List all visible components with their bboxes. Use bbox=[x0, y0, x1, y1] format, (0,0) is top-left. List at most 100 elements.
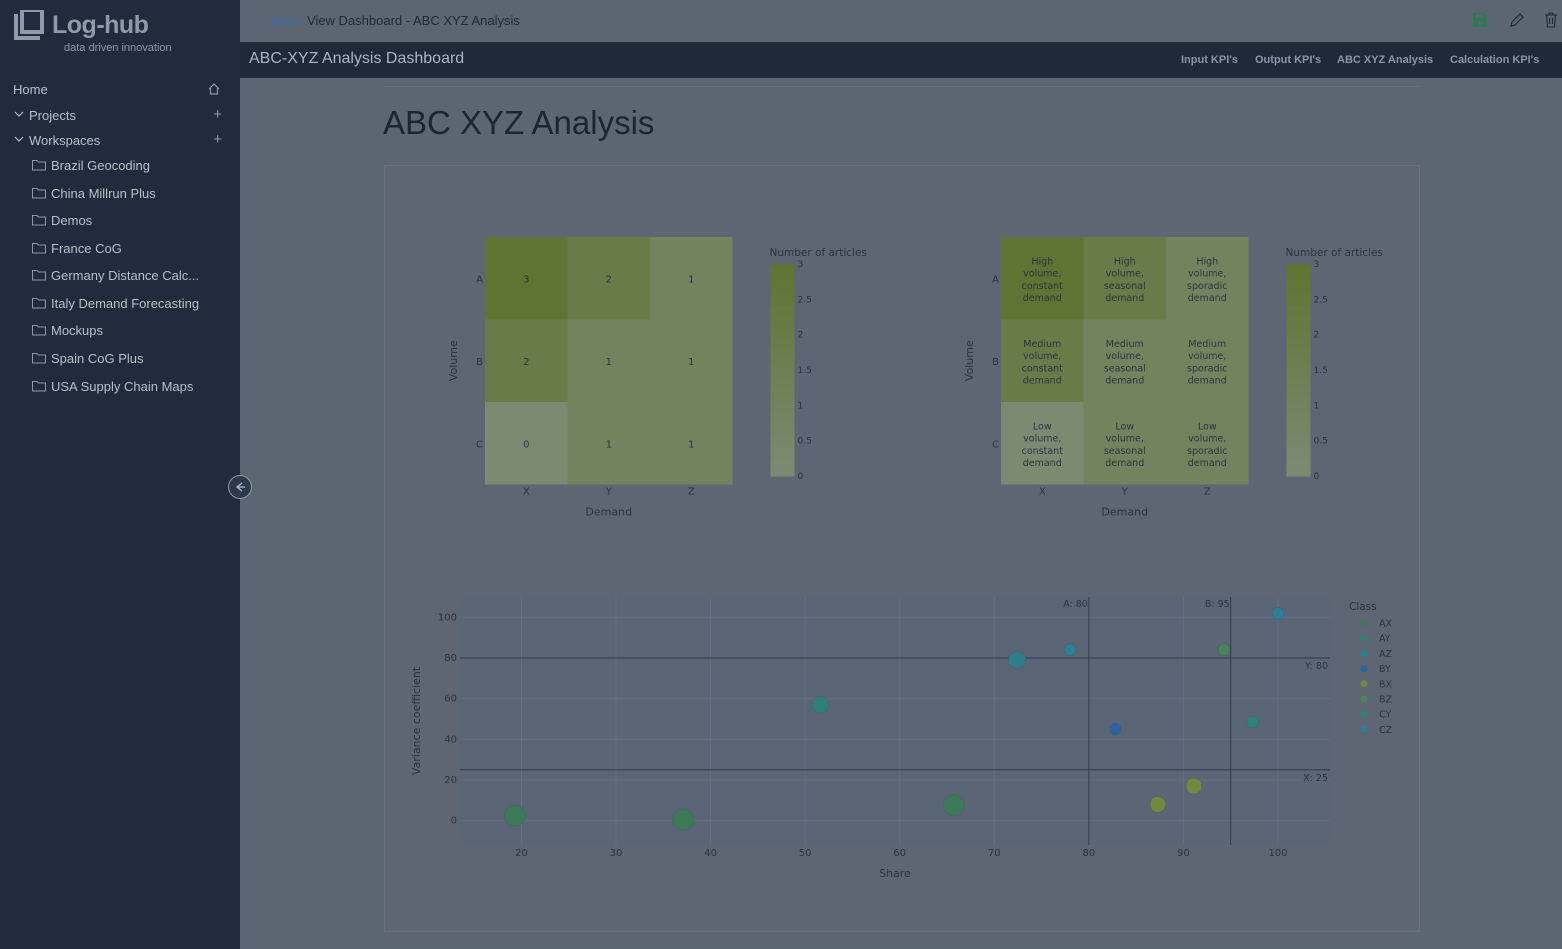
cell-label: volume, bbox=[1188, 351, 1226, 362]
colorbar-band bbox=[770, 338, 795, 345]
workspace-item[interactable]: Brazil Geocoding bbox=[0, 154, 240, 178]
tab-calculation-kpis[interactable]: Calculation KPI's bbox=[1450, 54, 1540, 66]
colorbar-band bbox=[1286, 380, 1311, 387]
colorbar-band bbox=[1286, 407, 1311, 413]
sidebar-item-workspaces[interactable]: Workspaces + bbox=[0, 129, 240, 153]
colorbar-band bbox=[770, 438, 795, 445]
x-axis-label: Demand bbox=[1101, 506, 1148, 519]
scatter-point-bx bbox=[1185, 777, 1203, 795]
colorbar-band bbox=[770, 375, 795, 382]
colorbar-band bbox=[770, 295, 795, 302]
colorbar-band bbox=[770, 269, 795, 276]
x-tick-label: Y bbox=[605, 487, 613, 498]
y-tick-label: B bbox=[476, 357, 483, 368]
colorbar-band bbox=[1286, 322, 1311, 329]
trash-icon[interactable] bbox=[1542, 11, 1560, 29]
back-link[interactable]: ← Back bbox=[254, 13, 300, 28]
arrow-left-icon: ← bbox=[254, 13, 267, 28]
tab-output-kpis[interactable]: Output KPI's bbox=[1255, 54, 1322, 66]
colorbar-band bbox=[770, 322, 795, 329]
workspace-item[interactable]: Spain CoG Plus bbox=[0, 347, 240, 371]
cell-label: demand bbox=[1023, 293, 1062, 304]
colorbar-band bbox=[770, 391, 795, 398]
workspace-item[interactable]: Mockups bbox=[0, 319, 240, 343]
cell-label: seasonal bbox=[1104, 281, 1146, 292]
sidebar-item-label: Projects bbox=[29, 108, 76, 123]
cell-label: Low bbox=[1115, 421, 1134, 432]
scatter-point-ax bbox=[504, 804, 526, 827]
cell-label: demand bbox=[1023, 376, 1062, 387]
colorbar-band bbox=[770, 449, 795, 456]
y-tick-label: C bbox=[992, 439, 999, 450]
colorbar-band bbox=[770, 370, 795, 376]
tab-input-kpis[interactable]: Input KPI's bbox=[1181, 54, 1239, 66]
colorbar-tick: 3 bbox=[798, 260, 804, 270]
cell-label: seasonal bbox=[1104, 446, 1146, 457]
cell-label: demand bbox=[1105, 293, 1144, 304]
page-title: ABC XYZ Analysis bbox=[383, 104, 655, 141]
sidebar-item-projects[interactable]: Projects + bbox=[0, 104, 240, 128]
scatter-point-cz bbox=[1063, 643, 1077, 657]
workspace-item[interactable]: Italy Demand Forecasting bbox=[0, 292, 240, 316]
cell-value: 1 bbox=[606, 439, 612, 450]
colorbar-band bbox=[1286, 332, 1311, 339]
save-icon[interactable] bbox=[1471, 11, 1489, 29]
colorbar-tick: 0.5 bbox=[798, 437, 812, 447]
colorbar-band bbox=[1286, 396, 1311, 403]
workspace-item[interactable]: France CoG bbox=[0, 237, 240, 261]
colorbar-tick: 2 bbox=[798, 331, 804, 341]
add-workspace-icon[interactable]: + bbox=[213, 131, 222, 148]
legend-label: AX bbox=[1379, 619, 1392, 630]
colorbar-band bbox=[1286, 433, 1311, 440]
cell-label: volume, bbox=[1023, 434, 1061, 445]
edit-icon[interactable] bbox=[1508, 11, 1526, 29]
y-axis-label: Volume bbox=[963, 340, 976, 381]
plot-area bbox=[460, 597, 1330, 845]
heatmap-cell bbox=[650, 402, 733, 485]
chart-panel: 3 2 1 A 2 1 1 B 0 1 1 C X Y Z Demand Volume Number of art… bbox=[384, 165, 1420, 932]
colorbar-band bbox=[1286, 354, 1311, 360]
colorbar-band bbox=[1286, 460, 1311, 466]
tab-abc-xyz-analysis[interactable]: ABC XYZ Analysis bbox=[1337, 54, 1434, 66]
colorbar-tick: 1 bbox=[798, 401, 804, 411]
colorbar-band bbox=[770, 407, 795, 413]
cell-label: Medium bbox=[1188, 339, 1226, 350]
cell-label: Low bbox=[1033, 421, 1052, 432]
cell-value: 2 bbox=[606, 274, 612, 285]
colorbar-band bbox=[1286, 274, 1311, 281]
colorbar-band bbox=[1286, 428, 1311, 435]
workspace-item[interactable]: Germany Distance Calc... bbox=[0, 264, 240, 288]
cell-value: 0 bbox=[523, 439, 529, 450]
colorbar-band bbox=[1286, 385, 1311, 392]
colorbar-band bbox=[1286, 306, 1311, 313]
colorbar-title: Number of articles bbox=[1286, 247, 1383, 259]
collapse-sidebar-button[interactable] bbox=[228, 475, 252, 499]
cell-label: volume, bbox=[1106, 269, 1144, 280]
workspace-item[interactable]: Demos bbox=[0, 209, 240, 233]
cell-label: sporadic bbox=[1187, 281, 1227, 292]
colorbar-tick: 1.5 bbox=[1314, 366, 1328, 376]
x-tick-label: Z bbox=[1204, 487, 1211, 498]
workspace-item[interactable]: USA Supply Chain Maps bbox=[0, 375, 240, 399]
scatter-point-ax bbox=[942, 794, 965, 817]
home-icon[interactable] bbox=[207, 82, 221, 96]
colorbar-tick: 0 bbox=[1314, 472, 1320, 482]
chevron-down-icon[interactable] bbox=[14, 134, 24, 144]
cell-label: High bbox=[1114, 256, 1136, 267]
add-project-icon[interactable]: + bbox=[213, 106, 222, 123]
legend-title: Class bbox=[1349, 601, 1377, 613]
sidebar-item-home[interactable]: Home bbox=[0, 78, 240, 102]
workspace-item[interactable]: China Millrun Plus bbox=[0, 182, 240, 206]
workspace-item-label: Germany Distance Calc... bbox=[51, 268, 200, 283]
cell-label: demand bbox=[1188, 458, 1227, 469]
x-tick-label: 50 bbox=[799, 848, 812, 859]
colorbar-band bbox=[770, 354, 795, 360]
chevron-down-icon[interactable] bbox=[14, 109, 24, 119]
cell-label: High bbox=[1196, 256, 1218, 267]
legend-marker bbox=[1360, 665, 1368, 673]
x-tick-label: 20 bbox=[515, 848, 528, 859]
folder-icon bbox=[32, 381, 46, 392]
heatmap-cell bbox=[485, 402, 568, 485]
y-axis-label: Volume bbox=[447, 340, 460, 381]
logo-tagline: data driven innovation bbox=[64, 42, 172, 54]
